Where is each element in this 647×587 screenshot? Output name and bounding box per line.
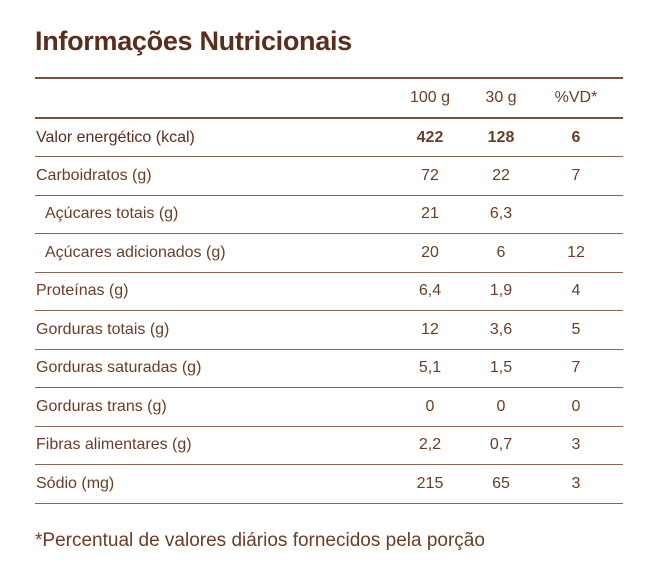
value-30g: 1,5 <box>489 359 513 377</box>
value-100g: 12 <box>421 320 439 338</box>
table-row: Sódio (mg) 215 65 3 <box>35 465 623 503</box>
nutrition-table: 100 g 30 g %VD* Valor energético (kcal) 4… <box>35 77 623 504</box>
nutrient-label: Gorduras saturadas (g) <box>36 359 202 377</box>
value-vd: 6 <box>571 128 581 146</box>
header-vd: %VD* <box>554 89 598 106</box>
value-vd: 4 <box>571 282 581 300</box>
table-header-row: 100 g 30 g %VD* <box>35 78 623 118</box>
nutrient-label: Carboidratos (g) <box>36 166 152 184</box>
nutrient-label: Açúcares adicionados (g) <box>45 243 226 261</box>
table-row: Carboidratos (g) 72 22 7 <box>35 157 623 195</box>
nutrient-label: Proteínas (g) <box>36 282 129 300</box>
value-vd: 5 <box>571 320 581 338</box>
value-30g: 65 <box>492 474 510 492</box>
value-100g: 20 <box>421 243 439 261</box>
nutrient-label: Gorduras trans (g) <box>36 397 167 415</box>
value-100g: 2,2 <box>418 436 442 454</box>
table-row: Açúcares totais (g) 21 6,3 <box>35 195 623 234</box>
value-100g: 72 <box>421 166 439 184</box>
value-vd <box>537 195 623 234</box>
table-row: Açúcares adicionados (g) 20 6 12 <box>35 234 623 272</box>
value-100g: 422 <box>416 128 444 146</box>
value-30g: 0 <box>496 397 506 415</box>
value-30g: 3,6 <box>489 320 513 338</box>
value-30g: 22 <box>492 166 510 184</box>
table-row: Gorduras saturadas (g) 5,1 1,5 7 <box>35 349 623 388</box>
nutrient-label: Gorduras totais (g) <box>36 320 170 338</box>
nutrient-label: Fibras alimentares (g) <box>36 436 192 454</box>
header-100g: 100 g <box>409 89 451 106</box>
value-30g: 128 <box>487 128 515 146</box>
table-row: Gorduras trans (g) 0 0 0 <box>35 388 623 426</box>
value-vd: 3 <box>571 436 581 454</box>
value-30g: 6,3 <box>489 205 513 223</box>
nutrient-label: Valor energético (kcal) <box>36 128 195 146</box>
value-vd: 0 <box>571 397 581 415</box>
value-vd: 12 <box>567 243 585 261</box>
table-row: Valor energético (kcal) 422 128 6 <box>35 118 623 157</box>
value-30g: 0,7 <box>489 436 513 454</box>
value-100g: 0 <box>425 397 435 415</box>
table-row: Gorduras totais (g) 12 3,6 5 <box>35 311 623 349</box>
value-30g: 6 <box>496 243 506 261</box>
table-row: Fibras alimentares (g) 2,2 0,7 3 <box>35 426 623 465</box>
value-vd: 3 <box>571 474 581 492</box>
value-vd: 7 <box>571 359 581 377</box>
footnote: *Percentual de valores diários fornecido… <box>35 530 485 551</box>
table-row: Proteínas (g) 6,4 1,9 4 <box>35 272 623 311</box>
page-title: Informações Nutricionais <box>35 26 352 56</box>
value-vd: 7 <box>571 166 581 184</box>
header-label <box>35 78 395 118</box>
nutrient-label: Açúcares totais (g) <box>45 205 179 223</box>
value-100g: 21 <box>421 205 439 223</box>
nutrient-label: Sódio (mg) <box>36 474 115 492</box>
value-100g: 215 <box>416 474 444 492</box>
value-30g: 1,9 <box>489 282 513 300</box>
value-100g: 5,1 <box>418 359 442 377</box>
value-100g: 6,4 <box>418 282 442 300</box>
header-30g: 30 g <box>485 89 517 106</box>
